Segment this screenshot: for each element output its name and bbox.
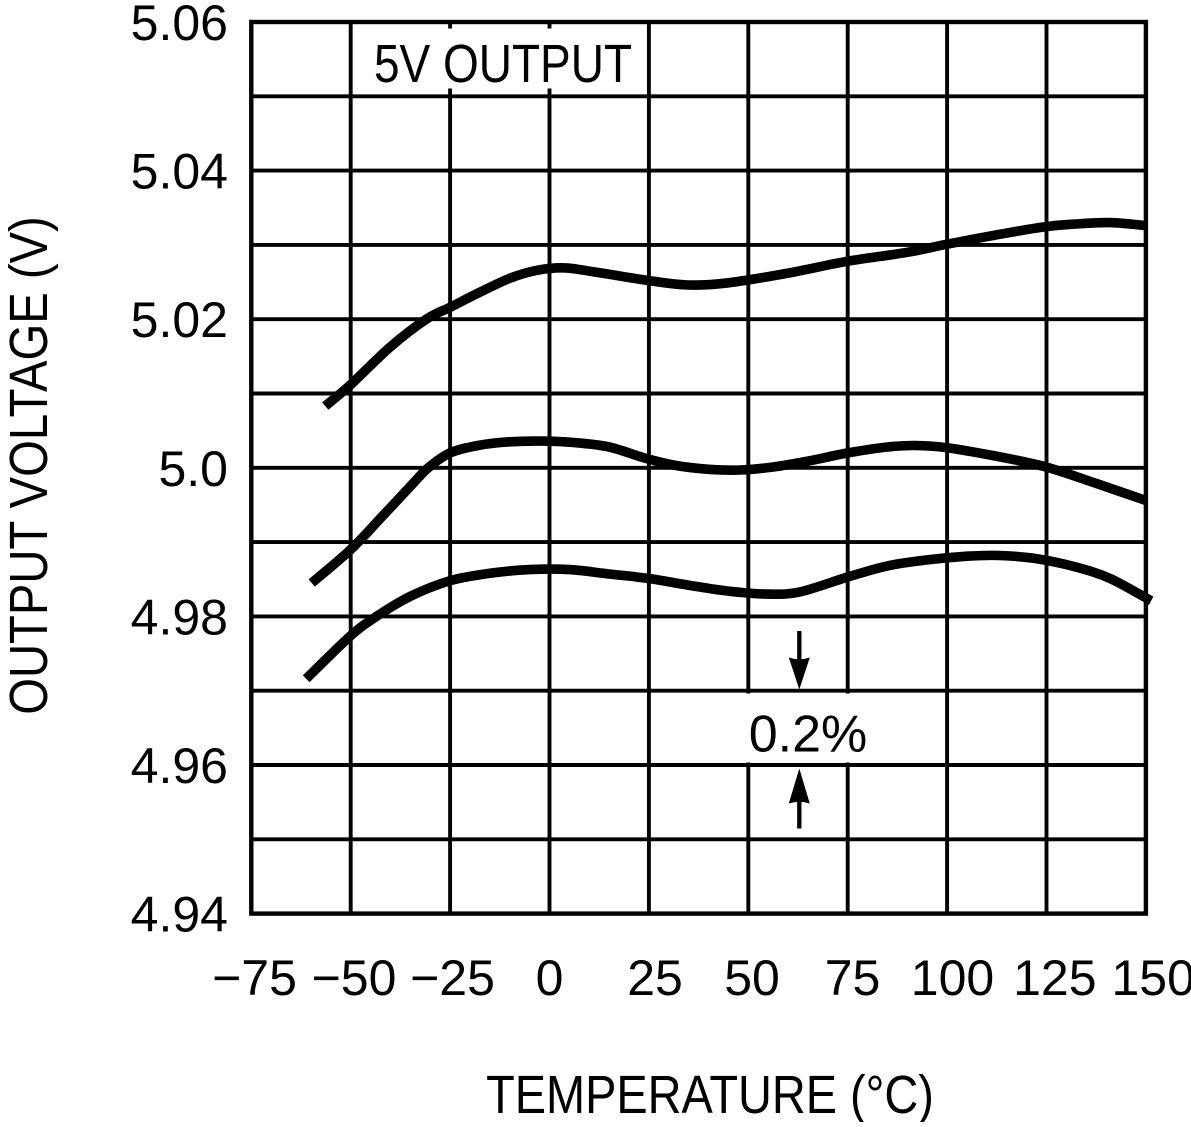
svg-text:4.96: 4.96 [131, 738, 228, 794]
svg-text:75: 75 [825, 950, 881, 1006]
svg-text:5.02: 5.02 [131, 292, 228, 348]
svg-text:OUTPUT VOLTAGE (V): OUTPUT VOLTAGE (V) [0, 216, 59, 715]
svg-text:5.04: 5.04 [131, 144, 228, 200]
svg-text:0: 0 [536, 950, 564, 1006]
svg-text:TEMPERATURE (°C): TEMPERATURE (°C) [486, 1064, 934, 1122]
svg-text:0.2%: 0.2% [749, 706, 868, 764]
svg-text:−75: −75 [212, 950, 297, 1006]
svg-text:−25: −25 [410, 950, 495, 1006]
svg-text:50: 50 [724, 950, 780, 1006]
svg-text:125: 125 [1013, 950, 1096, 1006]
svg-text:150: 150 [1111, 950, 1191, 1006]
svg-text:4.94: 4.94 [131, 887, 228, 943]
svg-text:5V OUTPUT: 5V OUTPUT [374, 34, 632, 94]
svg-text:100: 100 [911, 950, 994, 1006]
svg-text:5.06: 5.06 [131, 0, 228, 51]
svg-text:5.0: 5.0 [158, 441, 228, 497]
svg-text:−50: −50 [312, 950, 397, 1006]
svg-text:4.98: 4.98 [131, 589, 228, 645]
svg-text:25: 25 [627, 950, 683, 1006]
